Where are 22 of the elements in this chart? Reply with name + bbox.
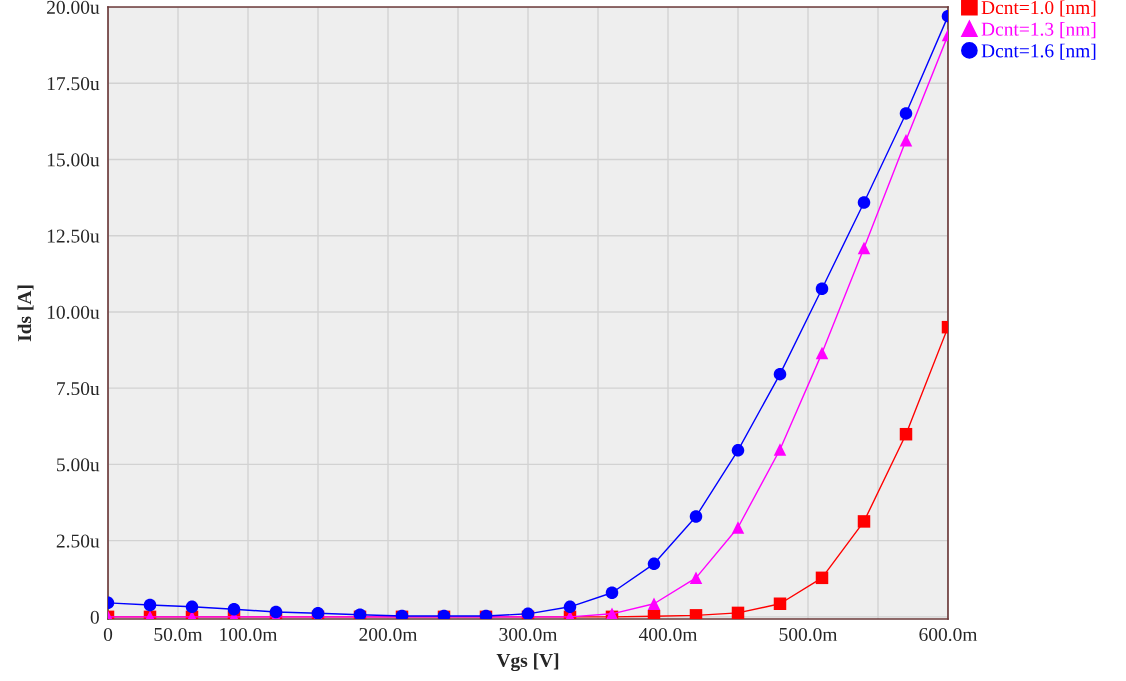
y-axis-title: Ids [A]	[17, 285, 34, 342]
y-tick-label: 2.50u	[56, 534, 100, 548]
y-tick-label: 7.50u	[57, 381, 100, 396]
x-tick-label: 200.0m	[359, 627, 418, 642]
y-tick-label: 10.00u	[47, 305, 100, 319]
y-tick-label: 15.00u	[47, 153, 100, 167]
x-tick-label: 100.0m	[220, 627, 278, 642]
legend-label: Dcnt=1.0 [nm]	[981, 0, 1096, 17]
x-tick-label: 50.0m	[154, 627, 203, 642]
x-tick-label: 400.0m	[638, 627, 698, 642]
y-tick-label: 12.50u	[47, 229, 100, 243]
y-tick-label: 5.00u	[57, 458, 100, 472]
y-tick-label: 0	[90, 610, 99, 624]
x-tick-label: 300.0m	[499, 627, 558, 642]
legend-label: Dcnt=1.6 [nm]	[981, 43, 1096, 60]
x-tick-label: 500.0m	[779, 627, 838, 642]
x-tick-label: 600.0m	[919, 627, 978, 642]
y-tick-label: 17.50u	[47, 77, 100, 91]
x-axis-title: Vgs [V]	[496, 653, 559, 672]
legend-label: Dcnt=1.3 [nm]	[981, 22, 1096, 39]
x-tick-label: 0	[103, 627, 113, 642]
y-tick-label: 20.00u	[47, 0, 100, 15]
